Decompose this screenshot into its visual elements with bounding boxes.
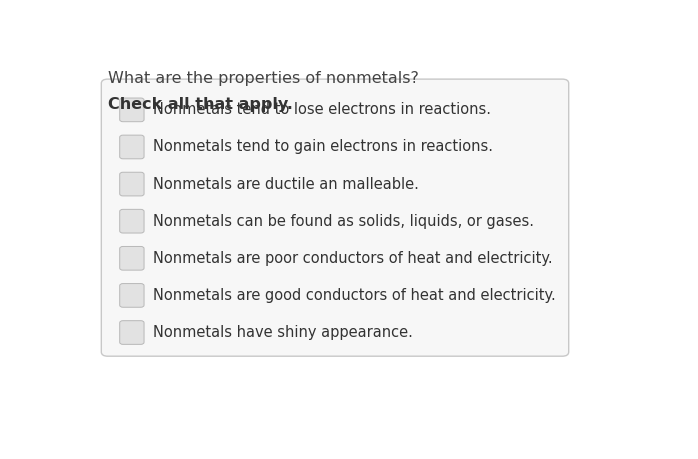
FancyBboxPatch shape [120,135,144,159]
FancyBboxPatch shape [120,246,144,270]
FancyBboxPatch shape [120,284,144,307]
FancyBboxPatch shape [101,79,569,356]
Text: Nonmetals are poor conductors of heat and electricity.: Nonmetals are poor conductors of heat an… [153,251,552,266]
FancyBboxPatch shape [120,172,144,196]
Text: Check all that apply.: Check all that apply. [107,97,292,112]
FancyBboxPatch shape [120,209,144,233]
Text: Nonmetals are good conductors of heat and electricity.: Nonmetals are good conductors of heat an… [153,288,556,303]
FancyBboxPatch shape [120,98,144,122]
Text: Nonmetals have shiny appearance.: Nonmetals have shiny appearance. [153,325,413,340]
Text: What are the properties of nonmetals?: What are the properties of nonmetals? [107,71,419,86]
Text: Nonmetals can be found as solids, liquids, or gases.: Nonmetals can be found as solids, liquid… [153,214,534,229]
Text: Nonmetals tend to gain electrons in reactions.: Nonmetals tend to gain electrons in reac… [153,140,493,155]
FancyBboxPatch shape [120,321,144,344]
Text: Nonmetals are ductile an malleable.: Nonmetals are ductile an malleable. [153,177,419,191]
Text: Nonmetals tend to lose electrons in reactions.: Nonmetals tend to lose electrons in reac… [153,102,491,118]
